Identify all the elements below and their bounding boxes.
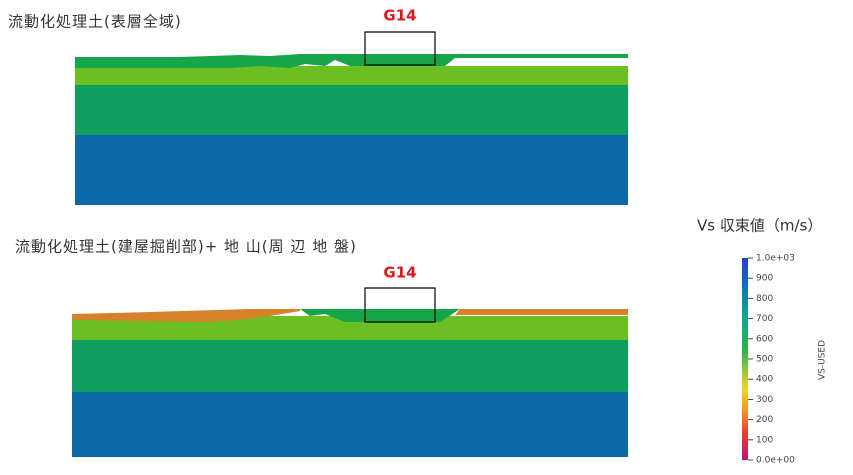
tick-label: 400 (756, 375, 773, 385)
cross-section (72, 309, 628, 457)
tick-label: 0.0e+00 (756, 456, 795, 466)
marker-box (364, 287, 436, 323)
colorbar (742, 258, 748, 460)
tick-label: 600 (756, 334, 773, 344)
tick-label: 200 (756, 415, 773, 425)
caption: 流動化処理土(表層全域) (8, 13, 182, 31)
colorbar-ticks: 1.0e+03 900 800 700 600 500 400 300 200 100 0.0e+0… (748, 254, 795, 466)
tick-label: 800 (756, 294, 773, 304)
colorbar-axis-label: VS-USED (818, 340, 828, 380)
tick-label: 100 (756, 435, 773, 445)
tick-label: 700 (756, 314, 773, 324)
cross-section (75, 54, 628, 205)
tick-label: 900 (756, 274, 773, 284)
colorbar-title: Vs 収束値（m/s） (697, 217, 822, 235)
tick-label: 1.0e+03 (756, 254, 795, 264)
tick-label: 500 (756, 355, 773, 365)
caption: 流動化処理土(建屋掘削部)+ 地 山(周 辺 地 盤) (15, 238, 357, 256)
tick-label: 300 (756, 395, 773, 405)
marker-label: G14 (383, 264, 416, 282)
marker-box (364, 31, 436, 66)
marker-label: G14 (383, 7, 416, 25)
